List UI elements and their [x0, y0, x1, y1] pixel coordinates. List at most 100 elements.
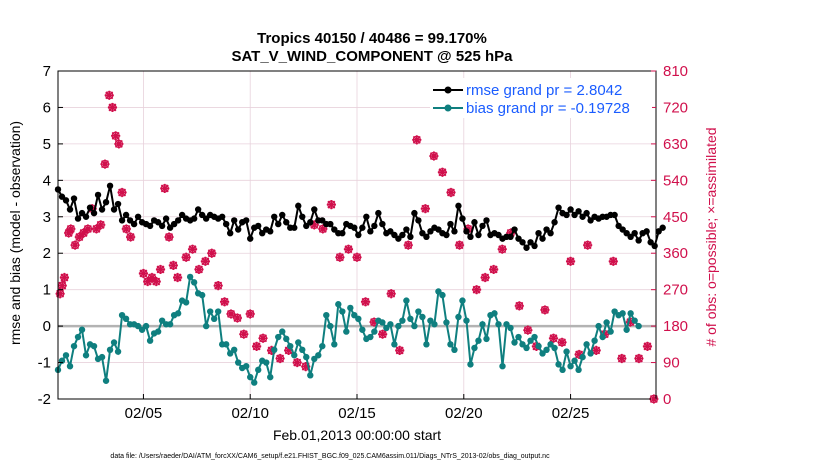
- bias-point: [198, 291, 206, 299]
- rmse-point: [114, 200, 122, 208]
- bias-point: [447, 341, 454, 348]
- rmse-point: [299, 213, 306, 220]
- bias-point: [391, 341, 398, 348]
- obs-assimilated-marker: [181, 252, 191, 262]
- bias-point: [222, 341, 230, 348]
- bias-point: [102, 377, 110, 384]
- rmse-point: [523, 244, 530, 251]
- y-axis-label: rmse and bias (model - observation): [7, 121, 23, 345]
- rmse-point: [555, 204, 562, 211]
- rmse-point: [339, 229, 346, 237]
- y-right-tick-label: 540: [663, 172, 688, 189]
- rmse-point: [475, 231, 482, 239]
- y-right-tick-label: 720: [663, 99, 688, 116]
- rmse-point: [311, 206, 318, 213]
- obs-assimilated-marker: [369, 317, 379, 327]
- bias-point: [419, 313, 426, 321]
- x-tick-label: 02/15: [338, 405, 376, 422]
- obs-assimilated-marker: [506, 228, 516, 238]
- obs-assimilated-marker: [258, 333, 268, 343]
- bias-point: [559, 366, 566, 374]
- legend-rmse-label: rmse grand pr = 2.8042: [466, 82, 622, 99]
- rmse-point: [535, 229, 542, 237]
- bias-point: [283, 335, 290, 343]
- rmse-point: [467, 233, 474, 241]
- obs-assimilated-marker: [343, 244, 354, 254]
- bias-point: [122, 315, 130, 323]
- obs-assimilated-marker: [232, 313, 242, 323]
- bias-point: [299, 346, 306, 353]
- rmse-point: [130, 220, 138, 228]
- obs-assimilated-marker: [64, 228, 74, 238]
- obs-assimilated-marker: [200, 256, 210, 266]
- obs-assimilated-marker: [378, 329, 388, 339]
- obs-assimilated-marker: [100, 159, 110, 169]
- rmse-point: [70, 195, 78, 202]
- obs-assimilated-marker: [335, 252, 345, 262]
- obs-assimilated-marker: [164, 232, 174, 242]
- bias-point: [339, 308, 346, 315]
- bias-point: [78, 326, 86, 333]
- rmse-point: [275, 220, 282, 228]
- y-tick-label: 3: [43, 209, 51, 226]
- obs-assimilated-marker: [194, 264, 204, 275]
- bias-point: [295, 339, 302, 346]
- obs-count-layer: [55, 90, 659, 404]
- bias-point: [407, 315, 414, 323]
- obs-assimilated-marker: [574, 349, 584, 360]
- obs-assimilated-marker: [66, 224, 76, 234]
- rmse-point: [507, 233, 514, 241]
- obs-assimilated-marker: [151, 276, 161, 287]
- obs-assimilated-marker: [226, 309, 236, 319]
- obs-assimilated-marker: [429, 151, 439, 161]
- bias-point: [343, 328, 350, 335]
- obs-assimilated-marker: [318, 224, 328, 234]
- bias-point: [587, 350, 594, 357]
- bias-point: [323, 311, 330, 319]
- bias-point: [267, 373, 274, 381]
- bias-point: [603, 319, 610, 326]
- rmse-point: [271, 213, 278, 220]
- rmse-point: [218, 213, 226, 220]
- bias-point: [567, 363, 574, 370]
- bias-point: [90, 342, 98, 350]
- bias-point: [379, 319, 386, 326]
- bias-point: [479, 321, 486, 328]
- rmse-point: [651, 242, 658, 250]
- rmse-point: [283, 219, 290, 226]
- rmse-point: [295, 202, 302, 210]
- x-axis-label: Feb.01,2013 00:00:00 start: [273, 427, 441, 443]
- rmse-point: [659, 224, 666, 231]
- rmse-point: [98, 206, 106, 213]
- obs-assimilated-marker: [70, 240, 80, 250]
- obs-assimilated-marker: [583, 240, 593, 250]
- bias-point: [467, 361, 474, 368]
- rmse-point: [643, 228, 650, 235]
- rmse-point: [190, 215, 198, 222]
- bias-point: [251, 379, 258, 386]
- bias-point: [491, 310, 498, 317]
- bias-point: [62, 352, 70, 359]
- bias-point: [631, 317, 638, 324]
- obs-assimilated-marker: [403, 240, 413, 250]
- rmse-point: [90, 209, 98, 217]
- rmse-point: [94, 191, 102, 199]
- obs-assimilated-marker: [634, 353, 644, 364]
- rmse-point: [447, 220, 454, 228]
- bias-point: [335, 301, 342, 308]
- y-tick-label: -2: [38, 391, 51, 408]
- bias-point: [627, 310, 634, 317]
- obs-assimilated-marker: [472, 285, 482, 295]
- y-right-tick-label: 90: [663, 355, 680, 372]
- rmse-point: [407, 233, 414, 241]
- bias-point: [271, 346, 278, 353]
- bias-point: [66, 363, 74, 370]
- bias-point: [579, 353, 586, 361]
- bias-point: [279, 328, 286, 335]
- obs-assimilated-marker: [245, 309, 255, 319]
- obs-assimilated-marker: [454, 240, 465, 250]
- y-tick-label: 5: [43, 136, 51, 153]
- bias-point: [463, 317, 470, 324]
- obs-assimilated-marker: [219, 297, 230, 307]
